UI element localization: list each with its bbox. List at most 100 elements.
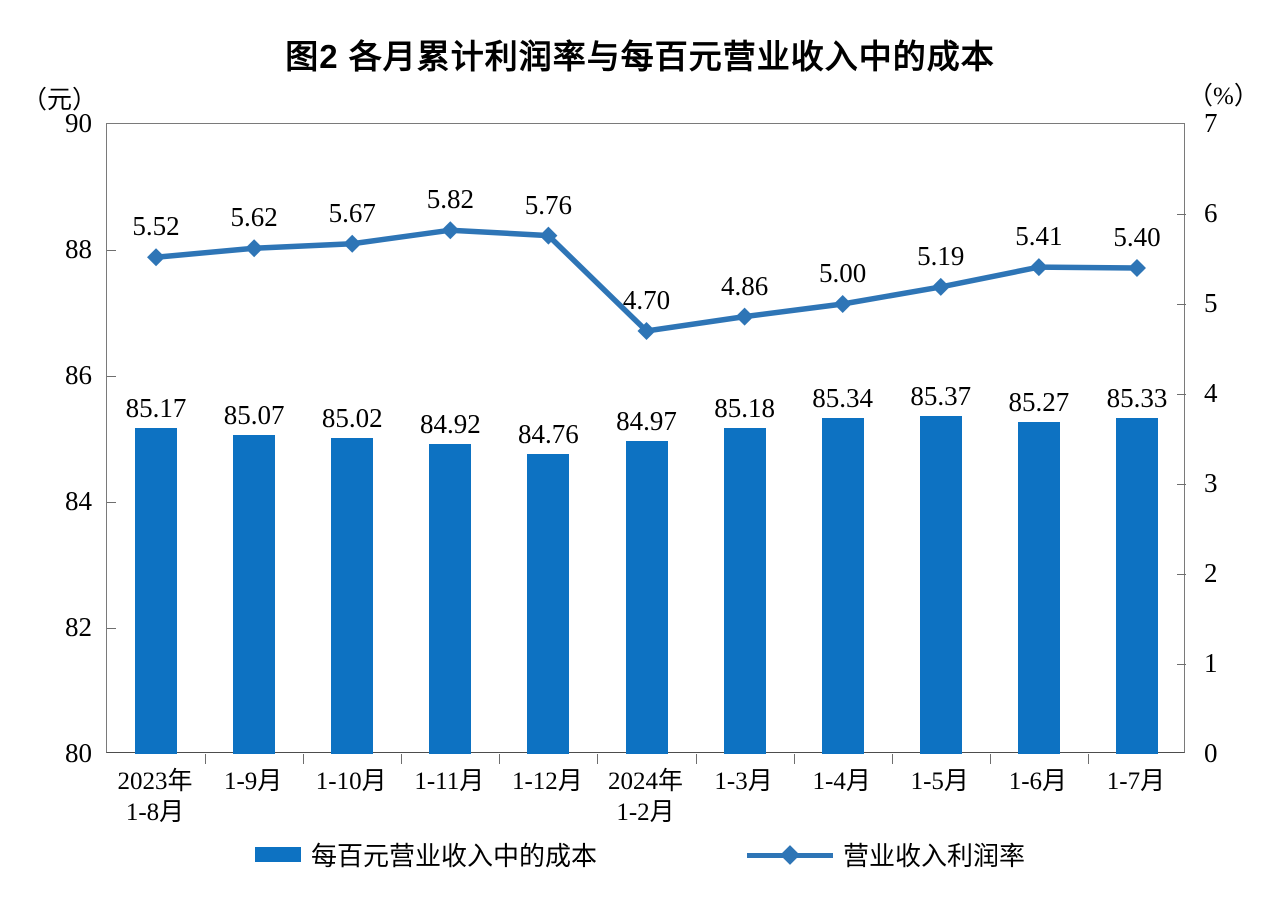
cost-bar xyxy=(1017,421,1060,754)
right-axis-tick-label: 7 xyxy=(1204,108,1218,138)
bar-value-label: 84.92 xyxy=(419,409,481,440)
legend-line-label: 营业收入利润率 xyxy=(843,842,1026,871)
bar-value-label: 84.97 xyxy=(616,405,677,436)
right-axis-tick-label: 5 xyxy=(1204,288,1218,318)
bar-value-label: 85.37 xyxy=(910,380,972,411)
line-marker-icon xyxy=(441,221,460,240)
left-axis-tick-label: 90 xyxy=(65,108,92,138)
line-marker-icon xyxy=(1029,258,1048,277)
left-axis-tick-label: 84 xyxy=(65,486,92,516)
bar-value-label: 84.76 xyxy=(518,419,579,450)
line-value-label: 4.70 xyxy=(622,285,671,315)
right-axis-tick-label: 4 xyxy=(1204,378,1218,408)
left-axis-unit: （元） xyxy=(22,87,98,114)
x-axis-tick xyxy=(499,754,501,764)
cost-bar xyxy=(233,434,276,754)
x-axis-label: 2023年 1-8月 xyxy=(90,766,220,828)
cost-bar xyxy=(919,415,962,754)
cost-bar xyxy=(331,437,374,754)
right-axis-tick-label: 1 xyxy=(1204,648,1218,678)
chart-title: 图2 各月累计利润率与每百元营业收入中的成本 xyxy=(285,38,995,75)
line-marker-icon xyxy=(637,322,656,340)
right-axis-unit: （%） xyxy=(1188,83,1259,110)
bar-series-swatch-icon xyxy=(254,847,301,862)
plot-area: 85.17 85.07 85.02 84.92 84.76 84.97 85.18 85.34… xyxy=(106,123,1186,764)
legend-item-profit-rate: 营业收入利润率 xyxy=(747,836,1025,873)
x-axis-label: 1-10月 xyxy=(286,766,416,797)
x-axis-label-line: 1-8月 xyxy=(125,799,185,826)
x-axis-label-line: 1-2月 xyxy=(616,799,675,826)
x-axis-label-line: 1-11月 xyxy=(414,768,485,795)
cost-bar xyxy=(1115,418,1158,754)
x-axis-label: 1-5月 xyxy=(875,766,1005,797)
x-axis-label-line: 1-10月 xyxy=(315,768,387,795)
x-axis-label: 1-11月 xyxy=(384,766,514,797)
x-axis-label: 1-3月 xyxy=(679,766,809,797)
x-axis-label: 1-7月 xyxy=(1071,766,1201,797)
x-axis-label: 2024年 1-2月 xyxy=(581,766,711,828)
x-axis-label-line: 1-4月 xyxy=(812,768,871,795)
x-axis-tick xyxy=(1087,754,1089,764)
right-axis-tick xyxy=(1177,664,1186,665)
bar-value-label: 85.07 xyxy=(223,399,285,430)
right-axis-tick xyxy=(1177,484,1186,485)
x-axis-label-line: 1-9月 xyxy=(223,768,283,795)
bar-value-label: 85.34 xyxy=(812,382,874,413)
cost-bar xyxy=(135,428,178,754)
x-axis-tick xyxy=(793,754,795,764)
cost-bar xyxy=(625,440,668,754)
bar-value-label: 85.17 xyxy=(125,393,187,424)
right-axis-tick xyxy=(1177,304,1186,305)
line-marker-icon xyxy=(931,277,950,296)
line-value-label: 5.00 xyxy=(819,258,867,288)
bar-value-label: 85.33 xyxy=(1106,383,1168,414)
line-marker-icon xyxy=(1127,259,1146,277)
line-value-label: 5.67 xyxy=(328,197,376,228)
x-axis-tick xyxy=(205,754,207,764)
x-axis-tick xyxy=(401,754,403,764)
left-axis-tick xyxy=(107,628,116,629)
x-axis-label-line: 1-12月 xyxy=(511,768,583,795)
line-marker-icon xyxy=(343,234,362,253)
right-axis-tick-label: 2 xyxy=(1204,558,1218,588)
bar-value-label: 85.27 xyxy=(1008,386,1070,417)
line-marker-icon xyxy=(147,248,166,267)
legend: 每百元营业收入中的成本 营业收入利润率 xyxy=(0,836,1280,873)
legend-diamond-marker-icon xyxy=(780,844,800,865)
line-value-label: 5.62 xyxy=(230,202,278,233)
right-axis-tick-label: 0 xyxy=(1204,738,1218,768)
x-axis-label: 1-6月 xyxy=(973,766,1103,797)
cost-bar xyxy=(429,444,472,754)
line-value-label: 5.52 xyxy=(132,211,180,242)
right-axis-tick xyxy=(1177,214,1186,215)
line-marker-icon xyxy=(245,239,264,258)
legend-item-cost: 每百元营业收入中的成本 xyxy=(254,836,597,873)
x-axis-tick xyxy=(303,754,305,764)
x-axis-label-line: 1-5月 xyxy=(910,768,969,795)
cost-bar xyxy=(821,417,864,754)
bar-value-label: 85.18 xyxy=(714,392,775,423)
line-value-label: 5.82 xyxy=(426,184,474,215)
x-axis-label: 1-4月 xyxy=(777,766,907,797)
x-axis-label: 1-12月 xyxy=(482,766,612,797)
cost-bar xyxy=(723,427,766,754)
line-value-label: 5.41 xyxy=(1015,221,1063,252)
x-axis-label-line: 1-3月 xyxy=(714,768,773,795)
x-axis-tick xyxy=(891,754,893,764)
right-axis-tick xyxy=(1177,394,1186,395)
profit-rate-line xyxy=(147,221,1146,340)
left-axis-tick xyxy=(107,250,116,251)
line-value-label: 5.40 xyxy=(1113,222,1161,252)
line-marker-icon xyxy=(735,307,754,326)
line-series-swatch-icon xyxy=(747,844,833,865)
legend-bar-label: 每百元营业收入中的成本 xyxy=(310,842,597,871)
line-marker-icon xyxy=(833,295,852,313)
cost-bar xyxy=(527,454,570,754)
x-axis-label: 1-9月 xyxy=(188,766,318,797)
line-marker-icon xyxy=(539,226,558,245)
x-axis-tick xyxy=(989,754,991,764)
left-axis-tick-label: 86 xyxy=(65,360,92,390)
left-axis-tick-label: 82 xyxy=(65,612,92,642)
left-axis-tick-label: 88 xyxy=(65,234,92,264)
line-value-label: 5.19 xyxy=(917,240,965,271)
